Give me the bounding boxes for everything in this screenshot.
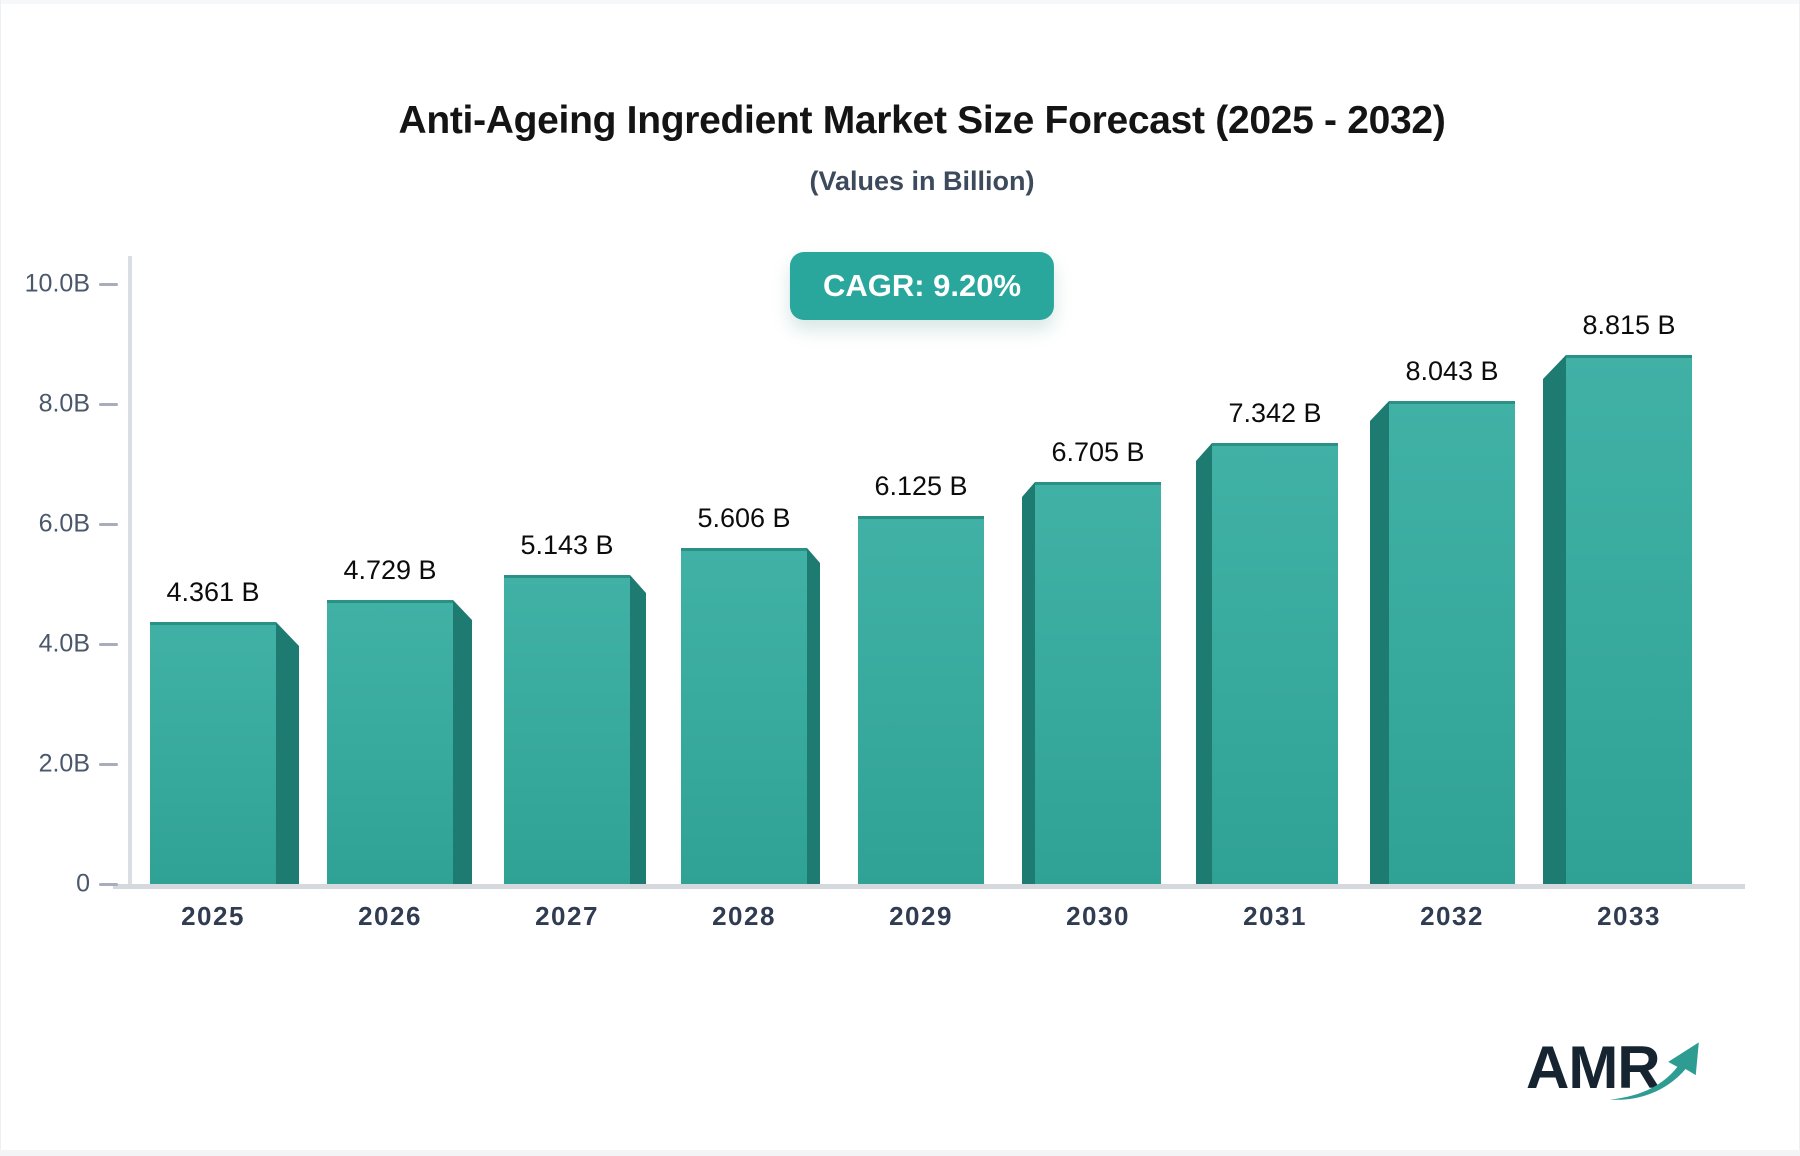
amr-logo: AMR (1526, 1038, 1716, 1108)
bar-side (1022, 482, 1035, 884)
bar-face (327, 600, 453, 884)
chart-title: Anti-Ageing Ingredient Market Size Forec… (398, 99, 1446, 142)
canvas-edge-left (0, 0, 1, 1156)
y-tick-label: 6.0B (38, 509, 90, 538)
bar-value-label: 7.342 B (1228, 398, 1322, 428)
amr-logo-text: AMR (1526, 1034, 1661, 1101)
bar-side (630, 575, 646, 884)
bar-face (504, 575, 630, 884)
logo-arrow-icon (1610, 1042, 1699, 1100)
x-tick-label: 2025 (181, 901, 245, 931)
x-tick-label: 2031 (1243, 901, 1307, 931)
bar-face (858, 516, 984, 884)
chart-subtitle: (Values in Billion) (809, 166, 1035, 196)
canvas-edge-top (0, 0, 1800, 4)
y-tick-dash (99, 643, 118, 646)
bar-face (681, 548, 807, 884)
cagr-label: CAGR: 9.20% (822, 268, 1022, 303)
y-tick-dash (99, 523, 118, 526)
bar-face (1566, 355, 1692, 884)
bar-value-label: 5.606 B (697, 503, 791, 533)
x-tick-label: 2033 (1597, 901, 1661, 931)
bar-value-label: 6.705 B (1051, 437, 1145, 467)
x-tick-label: 2030 (1066, 901, 1130, 931)
y-tick-label: 4.0B (38, 629, 90, 658)
bar-value-label: 8.043 B (1405, 356, 1499, 386)
bar-side (1370, 401, 1389, 884)
bar-face (150, 622, 276, 884)
y-axis-line (128, 256, 132, 884)
bar-side (1543, 355, 1566, 884)
y-tick-label: 8.0B (38, 389, 90, 418)
x-axis-baseline (113, 884, 1745, 889)
x-tick-label: 2028 (712, 901, 776, 931)
x-tick-label: 2029 (889, 901, 953, 931)
canvas-edge-bottom (0, 1150, 1800, 1156)
y-tick-label: 0 (76, 869, 90, 898)
bar-value-label: 6.125 B (874, 471, 968, 501)
bar-value-label: 4.361 B (166, 577, 260, 607)
x-tick-label: 2027 (535, 901, 599, 931)
bar-value-label: 8.815 B (1582, 310, 1676, 340)
x-tick-label: 2032 (1420, 901, 1484, 931)
bar-value-label: 5.143 B (520, 530, 614, 560)
bar-face (1035, 482, 1161, 884)
y-tick-dash (99, 283, 118, 286)
bar-value-label: 4.729 B (343, 555, 437, 585)
bar-face (1212, 443, 1338, 884)
y-tick-label: 10.0B (24, 269, 90, 298)
y-tick-dash (99, 883, 118, 886)
bar-face (1389, 401, 1515, 884)
bar-side (1196, 443, 1212, 884)
y-tick-dash (99, 763, 118, 766)
bar-side (453, 600, 472, 884)
x-tick-label: 2026 (358, 901, 422, 931)
bar-side (276, 622, 299, 884)
y-tick-label: 2.0B (38, 749, 90, 778)
cagr-badge: CAGR: 9.20% (789, 252, 1055, 320)
y-tick-dash (99, 403, 118, 406)
bar-side (807, 548, 820, 884)
